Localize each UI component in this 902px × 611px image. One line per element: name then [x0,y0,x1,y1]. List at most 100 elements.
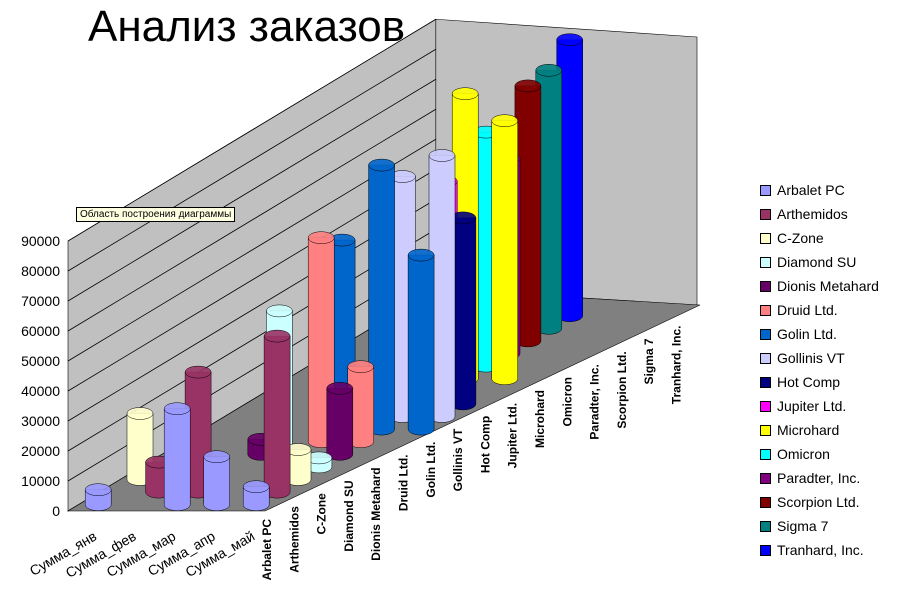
legend-swatch [760,256,771,268]
series-axis-labels: Arbalet PC Arthemidos C-Zone Diamond SU Dion… [260,326,684,581]
series-axis-label: Diamond SU [342,480,356,551]
y-tick-label: 20000 [21,443,60,459]
series-axis-label: Gollinis VT [451,428,465,491]
bar-microhard [491,114,518,385]
legend-item[interactable]: Sigma 7 [760,518,828,534]
bar-golin-ltd- [407,248,435,436]
bar-arbalet-pc [203,450,230,511]
legend-swatch [760,376,771,388]
legend-label: Dionis Metahard [777,278,879,294]
bar-body [491,120,518,385]
legend-item[interactable]: C-Zone [760,230,824,246]
bar-body [263,335,291,499]
legend-item[interactable]: Tranhard, Inc. [760,542,864,558]
gridline [67,18,437,242]
bar-top [263,329,291,343]
depth-axis-labels: Сумма_янвСумма_февСумма_марСумма_апрСумм… [27,528,258,581]
bar-body [242,486,270,511]
legend-item[interactable]: Microhard [760,422,839,438]
series-axis-label: Omicron [560,377,574,426]
gridline [67,48,437,272]
legend-item[interactable]: Omicron [760,446,830,462]
series-axis-label: Golin Ltd. [424,442,438,498]
bar-body [407,254,435,436]
y-tick-label: 60000 [21,323,60,339]
y-tick-label: 70000 [21,293,60,309]
series-axis-label: Hot Comp [478,416,492,473]
legend-label: Scorpion Ltd. [777,494,860,510]
legend-item[interactable]: Arthemidos [760,206,848,222]
legend-label: Druid Ltd. [777,302,838,318]
series-axis-label: Tranhard, Inc. [670,326,684,405]
y-tick-label: 30000 [21,413,60,429]
series-axis-label: Jupiter Ltd. [506,403,520,468]
legend-item[interactable]: Dionis Metahard [760,278,879,294]
legend-swatch [760,424,771,436]
legend-item[interactable]: Hot Comp [760,374,840,390]
y-tick-label: 0 [52,503,60,519]
series-axis-label: C-Zone [315,493,329,535]
bar-top [126,407,154,420]
legend-swatch [760,328,771,340]
legend-item[interactable]: Paradter, Inc. [760,470,860,486]
bar-body [326,388,354,461]
y-tick-label: 40000 [21,383,60,399]
chart-title: Анализ заказов [88,2,406,51]
legend-swatch [760,472,771,484]
legend-item[interactable]: Gollinis VT [760,350,845,366]
legend-label: Paradter, Inc. [777,470,861,486]
legend-label: Sigma 7 [777,518,829,534]
bar-dionis-metahard [326,382,354,461]
legend-item[interactable]: Golin Ltd. [760,326,837,342]
legend-swatch [760,280,771,292]
y-tick-label: 80000 [21,263,60,279]
y-axis-ticks: 0 10000 20000 30000 40000 50000 60000 70000 8000… [21,233,60,519]
gridline [67,108,437,332]
bar-body [203,456,230,511]
legend-label: Diamond SU [777,254,857,270]
legend-item[interactable]: Scorpion Ltd. [760,494,860,510]
y-tick-label: 10000 [21,473,60,489]
legend-swatch [760,520,771,532]
gridline [67,78,437,302]
series-axis-label: Arthemidos [287,506,301,573]
legend-swatch [760,232,771,244]
bar-top [428,149,456,162]
legend-item[interactable]: Diamond SU [760,254,856,270]
legend-label: Jupiter Ltd. [777,398,847,414]
y-tick-label: 50000 [21,353,60,369]
legend-label: Gollinis VT [777,350,845,366]
legend-swatch [760,448,771,460]
legend-label: Tranhard, Inc. [777,542,864,558]
legend-label: Microhard [777,422,840,438]
bar-top [266,304,293,318]
legend-label: Arbalet PC [777,182,845,198]
bar-c-zone [284,443,312,486]
series-axis-label: Arbalet PC [260,519,274,581]
legend-swatch [760,304,771,316]
legend-swatch [760,544,771,556]
bar-top [368,158,395,172]
legend-swatch [760,400,771,412]
series-axis-label: Paradter, Inc. [588,364,602,439]
bar-top [184,365,212,379]
series-axis-label: Microhard [533,390,547,448]
y-tick-label: 90000 [21,233,60,249]
bar-top [535,64,563,77]
bar-top [307,231,335,244]
bar-top [163,402,191,415]
bar-top [242,480,270,493]
legend-label: C-Zone [777,230,824,246]
bar-arbalet-pc [163,402,191,511]
legend-item[interactable]: Arbalet PC [760,182,845,198]
legend-item[interactable]: Jupiter Ltd. [760,398,846,414]
legend-swatch [760,184,771,196]
legend-swatch [760,496,771,508]
bar-top [451,87,479,100]
bar-top [326,382,354,395]
bar-top [491,114,518,127]
legend-item[interactable]: Druid Ltd. [760,302,838,318]
legend-label: Omicron [777,446,830,462]
bar-golin-ltd- [368,158,395,436]
